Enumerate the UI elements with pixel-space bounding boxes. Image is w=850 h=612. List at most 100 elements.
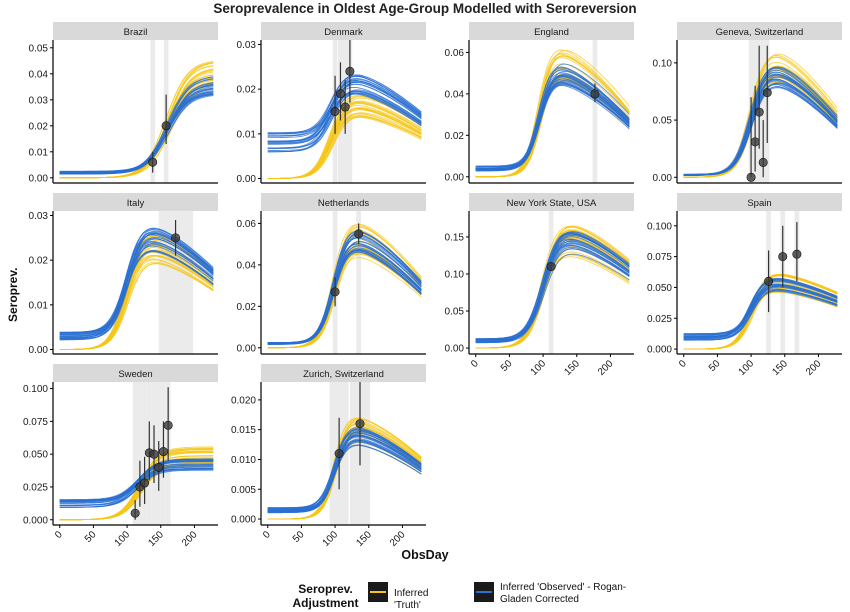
y-tick-label: 0.03 [29,95,49,106]
curve-ensemble [59,446,214,521]
observed-curve [475,78,630,168]
observed-curve [267,428,422,511]
data-point [330,107,340,117]
y-tick-label: 0.025 [647,314,672,325]
curve-ensemble [59,227,214,350]
panel-strip [469,22,634,40]
observed-curve [267,93,422,144]
data-point [171,233,181,243]
curve-ensemble [475,225,630,349]
y-tick-label: 0.04 [237,260,257,271]
y-tick-label: 0.00 [29,345,49,356]
panel-strip-label: Brazil [124,27,148,38]
observed-curve [59,232,214,334]
x-tick-label: 100 [529,358,549,378]
y-tick-label: 0.050 [23,450,48,461]
panel-strip-label: Spain [747,198,771,209]
data-point [330,287,340,297]
observed-curve [267,243,422,345]
y-tick-label: 0.05 [445,307,465,318]
data-point [140,478,150,488]
truth-curve [59,65,214,179]
y-axis-label: Seroprev. [6,267,20,322]
y-tick-label: 0.075 [23,417,48,428]
observed-curve [475,63,630,172]
legend-title: Seroprev. Adjustment [292,582,359,610]
y-tick-label: 0.000 [231,515,256,526]
observation-window [137,382,143,525]
data-point [334,448,344,458]
x-tick-label: 150 [770,358,790,378]
data-point [355,419,365,429]
x-tick-label: 200 [804,358,824,378]
observed-curve [59,244,214,341]
panel-strip [261,193,426,211]
y-tick-label: 0.050 [647,283,672,294]
observed-curve [59,78,214,173]
observed-curve [475,81,630,172]
data-point [154,462,164,472]
y-tick-label: 0.02 [29,121,49,132]
observed-curve [59,93,214,173]
panel-strip-label: New York State, USA [507,198,597,209]
data-point [149,449,159,459]
y-tick-label: 0.01 [29,147,49,158]
observed-curve [475,76,630,169]
y-tick-label: 0.100 [23,384,48,395]
observed-curve [683,286,838,336]
y-tick-label: 0.01 [237,129,257,140]
curve-ensemble [475,49,630,178]
data-point [778,252,788,262]
x-tick-label: 50 [707,358,723,374]
data-point [792,249,802,259]
data-point [161,121,171,131]
observed-curve [59,227,214,338]
y-tick-label: 0.005 [231,485,256,496]
panel-strip [53,364,218,382]
observed-curve [59,92,214,173]
panel-strip [677,22,842,40]
panel-strip [261,22,426,40]
curve-ensemble [683,53,838,178]
y-tick-label: 0.10 [445,269,465,280]
y-tick-label: 0.05 [29,43,49,54]
y-tick-label: 0.05 [653,116,673,127]
y-tick-label: 0.01 [29,300,49,311]
data-point [546,262,556,272]
observation-window [150,40,156,183]
y-tick-label: 0.00 [653,173,673,184]
data-point [335,89,345,99]
observed-curve [59,251,214,336]
truth-curve [59,65,214,179]
truth-curve [267,420,422,520]
observed-curve [683,71,838,176]
panel-strip-label: Geneva, Switzerland [716,27,804,38]
y-tick-label: 0.03 [29,211,49,222]
data-point [158,447,168,457]
observed-curve [267,75,422,145]
y-tick-label: 0.015 [231,425,256,436]
data-point [750,137,760,147]
y-tick-label: 0.02 [237,85,257,96]
x-tick-label: 0 [469,358,481,370]
panel-sweden: Sweden 0.000 0.025 0.050 0.075 0.100 0 50 100 150… [23,364,218,549]
curve-ensemble [683,273,838,350]
panel-spain: Spain 0.000 0.025 0.050 0.075 0.100 0 50 100 150 2… [647,193,842,378]
x-tick-label: 50 [499,358,515,374]
truth-curve [475,79,630,178]
data-point [762,88,772,98]
panel-strip [261,364,426,382]
panel-strip-label: Zurich, Switzerland [303,369,384,380]
observed-curve [267,439,422,509]
y-tick-label: 0.00 [445,172,465,183]
panel-strip [469,193,634,211]
legend-key-observed [474,582,494,602]
observed-curve [683,84,838,175]
panel-strip-label: Italy [127,198,145,209]
data-point [148,157,158,167]
data-point [764,276,774,286]
y-tick-label: 0.02 [29,256,49,267]
observed-curve [475,80,630,170]
panel-denmark: Denmark 0.00 0.01 0.02 0.03 [237,22,426,185]
observed-curve [59,94,214,174]
